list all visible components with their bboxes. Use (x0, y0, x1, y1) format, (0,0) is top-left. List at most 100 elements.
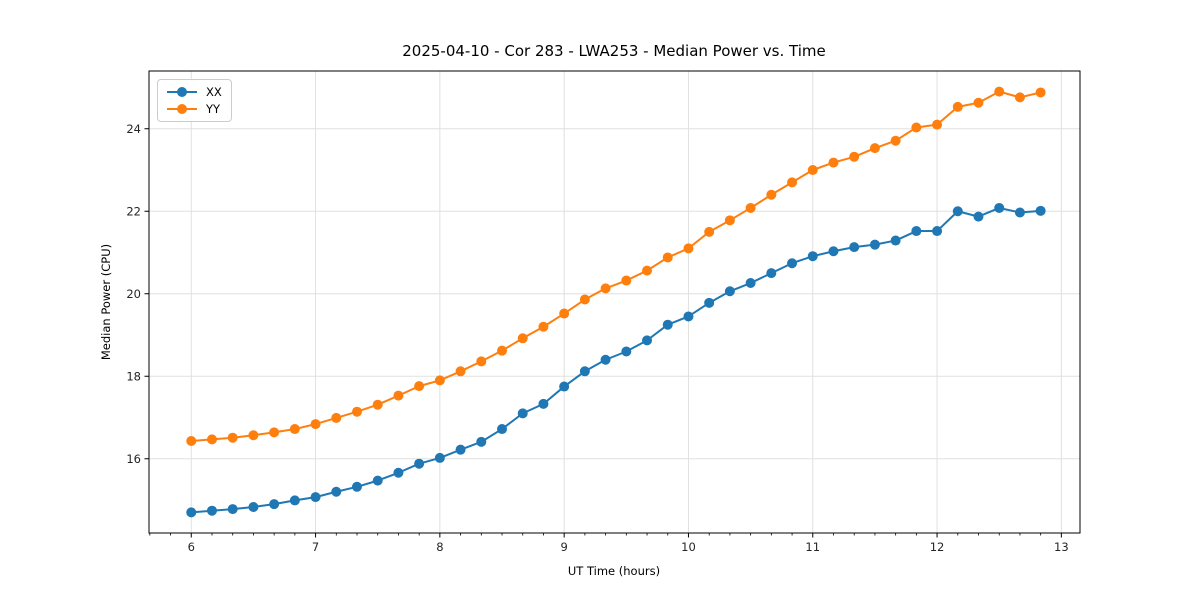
series-yy-marker (621, 275, 632, 286)
series-xx-marker (932, 226, 943, 237)
series-yy-marker (248, 430, 259, 441)
series-xx-marker (517, 408, 528, 419)
legend-label: XX (206, 85, 222, 99)
series-xx-marker (807, 251, 818, 262)
series-yy-marker (642, 265, 653, 276)
y-tick-label: 22 (126, 204, 141, 218)
series-yy-marker (186, 436, 197, 447)
y-tick-label: 18 (126, 369, 141, 383)
x-tick-label: 11 (805, 540, 820, 554)
series-yy-marker (600, 283, 611, 294)
legend: XX YY (157, 79, 232, 122)
series-xx-marker (248, 502, 259, 513)
y-tick-label: 24 (126, 122, 141, 136)
x-tick-label: 8 (436, 540, 443, 554)
series-xx-marker (1014, 207, 1025, 218)
y-axis-label: Median Power (CPU) (99, 244, 113, 360)
series-yy-marker (683, 243, 694, 254)
series-xx-marker (206, 505, 217, 516)
x-tick-label: 10 (681, 540, 696, 554)
series-xx-marker (351, 481, 362, 492)
series-yy-marker (351, 406, 362, 417)
series-xx-marker (787, 258, 798, 269)
series-xx-marker (434, 452, 445, 463)
x-tick-label: 12 (930, 540, 945, 554)
series-xx-marker (476, 436, 487, 447)
series-xx-marker (849, 242, 860, 253)
series-xx-marker (890, 235, 901, 246)
y-tick-label: 16 (126, 452, 141, 466)
series-xx-marker (186, 507, 197, 518)
series-xx-marker (683, 311, 694, 322)
series-yy-marker (890, 135, 901, 146)
series-xx-marker (310, 492, 321, 503)
series-xx-marker (538, 398, 549, 409)
series-xx-marker (393, 467, 404, 478)
series-xx-marker (1035, 205, 1046, 216)
series-xx-marker (828, 246, 839, 257)
series-xx-marker (745, 278, 756, 289)
legend-dot (177, 104, 187, 114)
series-yy-marker (538, 321, 549, 332)
series-yy-marker (310, 419, 321, 430)
series-yy-marker (1035, 87, 1046, 98)
series-xx-marker (766, 268, 777, 279)
series-yy-marker (807, 165, 818, 175)
series-yy-marker (745, 202, 756, 213)
series-yy-marker (932, 119, 943, 130)
series-lines (186, 86, 1046, 518)
chart-title: 2025-04-10 - Cor 283 - LWA253 - Median P… (402, 42, 826, 60)
series-yy-marker (331, 412, 342, 423)
series-xx-marker (973, 211, 984, 222)
grid (149, 71, 1080, 533)
series-yy-marker (766, 189, 777, 200)
series-xx-marker (869, 239, 880, 250)
series-xx-marker (662, 319, 673, 330)
series-xx-marker (724, 286, 735, 297)
series-yy-marker (1014, 92, 1025, 103)
series-yy-marker (787, 177, 798, 188)
plot-border (148, 70, 1081, 534)
series-xx-marker (579, 366, 590, 377)
series-yy-marker (289, 424, 300, 435)
series-xx-marker (952, 206, 963, 217)
series-yy-marker (849, 151, 860, 162)
legend-label: YY (206, 102, 221, 116)
x-tick-label: 7 (312, 540, 319, 554)
series-xx-marker (600, 354, 611, 365)
series-yy-marker (269, 427, 280, 438)
series-yy-marker (579, 294, 590, 305)
series-yy-marker (434, 375, 445, 386)
series-yy-marker (869, 143, 880, 154)
series-xx-marker (704, 297, 715, 308)
series-yy-marker (559, 308, 570, 319)
legend-marker-xx (167, 87, 197, 97)
series-yy-marker (393, 390, 404, 401)
series-yy-marker (372, 399, 383, 410)
series-yy-line (190, 90, 1042, 443)
x-axis-label: UT Time (hours) (568, 564, 660, 578)
series-yy-marker (206, 434, 217, 445)
x-tick-label: 13 (1054, 540, 1069, 554)
series-xx-marker (559, 381, 570, 392)
series-yy-marker (724, 215, 735, 226)
series-xx-marker (372, 475, 383, 486)
series-xx-marker (414, 458, 425, 469)
series-xx-marker (994, 202, 1005, 213)
series-xx-marker (497, 424, 508, 435)
series-yy-marker (911, 122, 922, 133)
series-xx-marker (455, 444, 466, 455)
legend-dot (177, 87, 187, 97)
legend-item-xx: XX (166, 85, 222, 99)
series-yy-marker (973, 97, 984, 108)
series-xx-marker (621, 346, 632, 357)
series-yy-marker (455, 366, 466, 377)
series-yy-marker (414, 381, 425, 392)
series-xx-marker (227, 504, 238, 515)
x-tick-label: 6 (188, 540, 195, 554)
y-tick-label: 20 (126, 287, 141, 301)
legend-item-yy: YY (166, 102, 222, 116)
series-yy-marker (517, 333, 528, 344)
series-yy-marker (662, 252, 673, 263)
